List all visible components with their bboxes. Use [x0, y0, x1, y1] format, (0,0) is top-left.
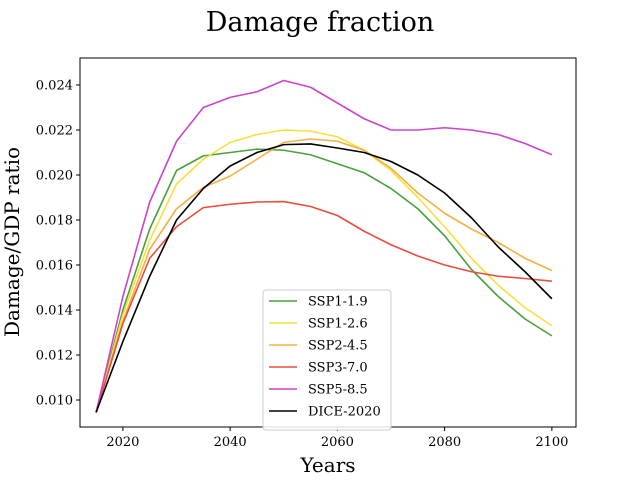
x-tick-label: 2100	[535, 435, 568, 450]
legend-box	[262, 289, 392, 431]
y-axis-label: Damage/GDP ratio	[0, 147, 24, 337]
plot-lines	[95, 79, 553, 413]
legend: SSP1-1.9 SSP1-2.6 SSP2-4.5 SSP3-7.0 SSP5-8.5…	[262, 289, 392, 431]
legend-label-5: DICE-2020	[308, 405, 381, 420]
y-tick-label: 0.016	[36, 259, 73, 274]
series-line-5	[95, 143, 553, 413]
legend-label-3: SSP3-7.0	[308, 361, 368, 376]
y-tick-label: 0.012	[36, 349, 73, 364]
legend-label-1: SSP1-2.6	[308, 317, 368, 332]
x-tick-label: 2080	[428, 435, 461, 450]
legend-label-0: SSP1-1.9	[308, 295, 368, 310]
y-tick-label: 0.022	[36, 124, 73, 139]
x-tick-label: 2060	[321, 435, 354, 450]
legend-label-4: SSP5-8.5	[308, 383, 368, 398]
x-axis-ticks: 2020 2040 2060 2080 2100	[106, 427, 568, 450]
y-axis-ticks: 0.010 0.012 0.014 0.016 0.018 0.020 0.022 0.024	[36, 79, 80, 409]
x-axis-label: Years	[299, 453, 355, 477]
x-tick-label: 2020	[106, 435, 139, 450]
chart-title: Damage fraction	[206, 7, 435, 38]
y-tick-label: 0.020	[36, 169, 73, 184]
series-line-0	[95, 148, 553, 413]
series-line-4	[95, 79, 553, 413]
x-tick-label: 2040	[214, 435, 247, 450]
y-tick-label: 0.010	[36, 394, 73, 409]
y-tick-label: 0.018	[36, 214, 73, 229]
series-line-3	[95, 200, 552, 413]
y-tick-label: 0.024	[36, 79, 73, 94]
series-line-1	[95, 129, 553, 413]
legend-label-2: SSP2-4.5	[308, 339, 368, 354]
series-line-2	[95, 138, 553, 413]
y-tick-label: 0.014	[36, 304, 73, 319]
